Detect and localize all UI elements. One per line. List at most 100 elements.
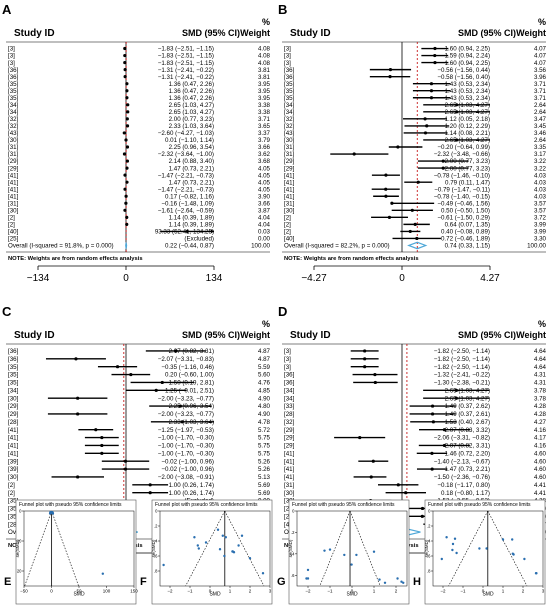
point-estimate <box>413 222 417 226</box>
header-smd: SMD (95% CI) <box>458 28 516 38</box>
funnel-point <box>328 548 332 551</box>
study-row: [3] −1.82 (−2.50, −1.14) 4.64 <box>284 348 547 355</box>
point-estimate <box>442 443 447 448</box>
weight-label: 3.79 <box>258 137 271 144</box>
funnel-panel-h: H Funnel plot with pseudo 95% confidence … <box>413 499 546 605</box>
study-id: [30] <box>284 490 295 497</box>
study-id: [35] <box>8 95 19 102</box>
study-id: [3] <box>284 60 291 67</box>
effect-ci-label: −0.56 (−1.56, 0.44) <box>437 67 490 74</box>
study-row: [41] 1.47 (0.73, 2.21) 4.60 <box>284 466 547 473</box>
overall-diamond <box>125 242 128 249</box>
weight-label: 4.03 <box>534 186 547 193</box>
study-row: [36] −0.58 (−1.56, 0.40) 3.96 <box>284 74 547 81</box>
effect-ci-label: −1.61 (−2.64, −0.59) <box>158 207 214 214</box>
weight-label: 4.85 <box>258 387 271 394</box>
point-estimate <box>433 46 437 51</box>
study-row: [41] −1.00 (−1.70, −0.30) 5.75 <box>8 450 271 457</box>
funnel-point <box>343 553 346 557</box>
weights-note: NOTE: Weights are from random effects an… <box>284 256 419 262</box>
effect-ci-label: 1.60 (0.94, 2.25) <box>445 46 490 53</box>
study-id: [3] <box>8 60 15 67</box>
weight-label: 4.04 <box>258 222 271 229</box>
effect-ci-label: 0.79 (0.11, 1.47) <box>445 179 490 186</box>
funnel-title: Funnel plot with pseudo 95% confidence l… <box>292 502 395 508</box>
point-estimate <box>125 145 130 149</box>
funnel-point <box>501 538 505 541</box>
weight-label: 3.95 <box>258 95 271 102</box>
header-weight: Weight <box>516 28 546 38</box>
effect-ci-label: 0.40 (−0.08, 0.89) <box>441 229 490 236</box>
x-tick-label: 0 <box>123 273 129 284</box>
weight-label: 4.41 <box>534 490 547 497</box>
study-id: [29] <box>8 403 19 410</box>
study-id: [2] <box>8 490 15 497</box>
ci-arrow-right <box>211 229 214 234</box>
weight-label: 3.81 <box>258 74 271 81</box>
funnel-x-tick-label: 2 <box>522 589 525 594</box>
effect-ci-label: −1.31 (−2.41, −0.22) <box>158 74 214 81</box>
funnel-x-tick-label: 100 <box>103 589 111 594</box>
weight-label: 4.07 <box>534 46 547 53</box>
study-row: [2] 1.14 (0.39, 1.89) 4.04 <box>8 215 271 222</box>
funnel-point <box>240 534 244 537</box>
weight-label: 0.00 <box>258 236 271 243</box>
funnel-x-tick-label: −1 <box>187 589 193 594</box>
funnel-point <box>383 581 387 584</box>
weight-label: 4.03 <box>534 172 547 179</box>
point-estimate <box>125 215 129 219</box>
point-estimate <box>430 412 435 416</box>
point-estimate <box>455 138 459 142</box>
study-id: [41] <box>284 172 295 179</box>
study-row: [36] 2.07 (0.82, 3.31) 4.87 <box>8 348 271 355</box>
study-row: [35] 1.50 (0.19, 2.81) 4.76 <box>8 380 271 387</box>
weight-label: 3.72 <box>534 215 547 222</box>
study-id: [34] <box>8 387 19 394</box>
study-row: [29] 2.07 (0.83, 3.32) 4.16 <box>284 427 547 434</box>
point-estimate <box>76 396 80 400</box>
study-id: [28] <box>8 419 19 426</box>
study-row: [2] 1.14 (0.39, 1.89) 4.04 <box>8 222 271 229</box>
funnel-frame <box>424 499 546 605</box>
funnel-point <box>261 572 265 575</box>
study-row: [3] −1.83 (−2.51, −1.15) 4.08 <box>8 53 271 60</box>
study-id: [35] <box>284 88 295 95</box>
study-row: [29] 2.00 (0.77, 3.23) 3.22 <box>284 158 547 165</box>
point-estimate <box>430 467 434 471</box>
study-row: [41] −1.40 (−2.13, −0.67) 4.60 <box>284 458 547 465</box>
study-id: [31] <box>284 151 295 158</box>
effect-ci-label: −2.00 (−3.23, −0.77) <box>158 411 214 418</box>
point-estimate <box>455 110 459 114</box>
study-row: [2] 0.40 (−0.08, 0.89) 3.99 <box>284 229 547 236</box>
weight-label: 5.72 <box>258 427 271 434</box>
study-id: [3] <box>284 46 291 53</box>
effect-ci-label: −2.07 (−3.31, −0.83) <box>158 356 214 363</box>
point-estimate <box>100 451 104 455</box>
x-tick-label: 0 <box>399 273 405 284</box>
funnel-point <box>402 581 405 584</box>
point-estimate <box>125 89 129 93</box>
study-id: [31] <box>284 482 295 489</box>
study-id: [36] <box>284 74 295 81</box>
effect-ci-label: −0.61 (−1.50, 0.29) <box>437 215 490 222</box>
funnel-x-tick-label: 1 <box>229 589 232 594</box>
study-row: [32] 1.53 (0.40, 2.67) 4.27 <box>284 419 547 426</box>
point-estimate <box>454 396 458 400</box>
effect-ci-label: −2.32 (−3.64, −1.00) <box>158 151 214 158</box>
study-id: [41] <box>284 458 295 465</box>
funnel-point <box>445 536 448 539</box>
confidence-limit-left <box>448 510 489 587</box>
confidence-limit-right <box>349 510 381 587</box>
funnel-point <box>237 544 240 547</box>
point-estimate <box>423 117 427 121</box>
weight-label: 3.68 <box>258 158 271 165</box>
study-id: [32] <box>8 123 19 130</box>
point-estimate <box>154 388 158 392</box>
weight-label: 3.65 <box>258 123 271 130</box>
effect-ci-label: −1.30 (−2.38, −0.21) <box>434 380 490 387</box>
study-row: [35] 1.43 (0.53, 2.34) 3.71 <box>284 88 547 95</box>
effect-ci-label: 0.17 (−0.82, 1.16) <box>165 193 214 200</box>
study-row: [30] 0.18 (−0.80, 1.17) 4.41 <box>284 490 547 497</box>
study-id: [35] <box>8 498 19 505</box>
effect-ci-label: 2.14 (0.88, 3.40) <box>169 158 214 165</box>
